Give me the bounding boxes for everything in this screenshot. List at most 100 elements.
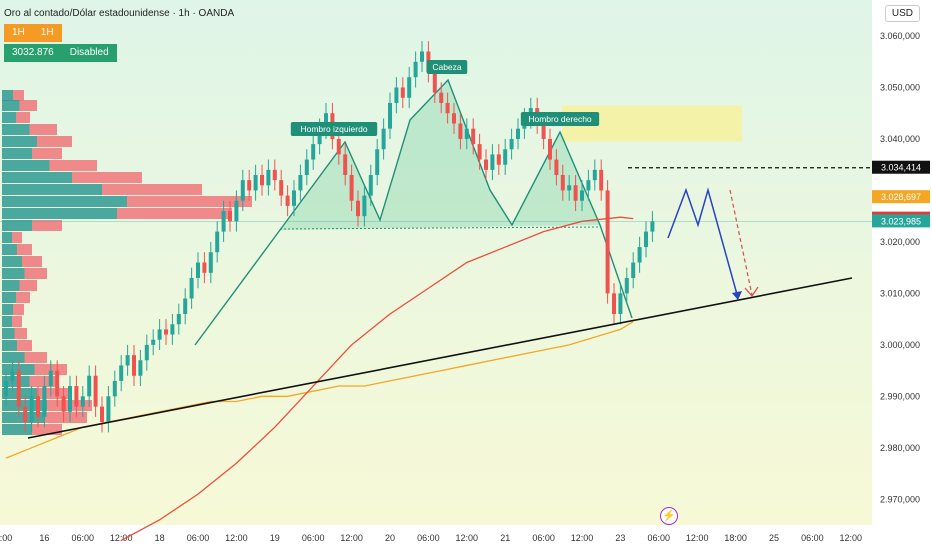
- candle-body: [362, 195, 367, 217]
- price-axis-label: 3.023,985: [881, 216, 921, 226]
- target-dashed-line: [729, 189, 753, 296]
- volume-bar-sell: [24, 352, 47, 363]
- candle-body: [100, 406, 104, 423]
- flash-event-icon[interactable]: ⚡: [660, 507, 678, 525]
- candle-body: [413, 61, 418, 78]
- candle-body: [68, 386, 72, 412]
- volume-bar-sell: [72, 172, 142, 183]
- candle-body: [196, 262, 200, 278]
- candle-body: [215, 231, 220, 253]
- candle-body: [260, 175, 264, 186]
- candle-body: [618, 293, 623, 314]
- candle-body: [573, 185, 578, 201]
- candle-body: [349, 175, 354, 201]
- volume-bar-buy: [2, 148, 32, 159]
- volume-bar-sell: [13, 90, 24, 101]
- y-tick-label: 3.050,000: [880, 83, 920, 93]
- candle-body: [336, 138, 341, 155]
- candle-body: [61, 396, 66, 412]
- pattern-line: [194, 78, 633, 346]
- volume-bar-sell: [17, 244, 32, 255]
- candle-body: [503, 149, 508, 165]
- x-tick-label: 06:00: [532, 533, 555, 543]
- candle-body: [458, 123, 463, 139]
- neckline: [279, 226, 601, 230]
- pattern-label: Cabeza: [432, 62, 462, 72]
- header-chips: 1H 1H 3032.876 Disabled: [4, 24, 117, 64]
- candle-body: [548, 138, 552, 160]
- candle-body: [388, 102, 392, 129]
- candle-body: [420, 51, 424, 62]
- candle-body: [631, 262, 636, 278]
- price-axis-marker: [872, 214, 930, 228]
- candle-body: [16, 370, 21, 407]
- candle-body: [381, 128, 386, 150]
- volume-bar-buy: [2, 268, 25, 279]
- candle-body: [650, 221, 655, 232]
- candle-body: [324, 113, 328, 129]
- currency-button[interactable]: USD: [884, 5, 920, 22]
- candle-body: [471, 128, 476, 145]
- candle-body: [516, 128, 520, 139]
- candle-body: [138, 360, 143, 376]
- pattern-label-bg: [290, 122, 378, 136]
- status-chip[interactable]: Disabled: [61, 44, 117, 62]
- x-tick-label: 12:00: [340, 533, 363, 543]
- volume-bar-sell: [32, 148, 62, 159]
- price-axis-bg: [872, 0, 932, 550]
- time-axis-bg: [0, 525, 872, 550]
- volume-bar-buy: [2, 100, 20, 111]
- x-tick-label: 16: [39, 533, 49, 543]
- candle-body: [202, 262, 207, 273]
- volume-bar-buy: [2, 256, 22, 267]
- x-tick-label: 12:00: [456, 533, 479, 543]
- volume-bar-sell: [14, 328, 27, 339]
- volume-bar-sell: [19, 280, 37, 291]
- y-tick-label: 2.970,000: [880, 494, 920, 504]
- candle-body: [375, 149, 380, 175]
- x-tick-label: 12:00: [686, 533, 709, 543]
- volume-bar-sell: [127, 196, 252, 207]
- candle-body: [279, 180, 284, 196]
- candle-body: [74, 386, 79, 407]
- x-tick-label: 12:00: [571, 533, 594, 543]
- candle-body: [356, 200, 360, 217]
- interval-chip-1[interactable]: 1H: [4, 24, 33, 42]
- candle-body: [452, 113, 456, 124]
- candle-body: [368, 175, 373, 196]
- candle-body: [170, 324, 175, 335]
- volume-bar-buy: [2, 90, 13, 101]
- volume-bar-sell: [22, 256, 42, 267]
- candle-body: [592, 169, 597, 181]
- interval-chip-2[interactable]: 1H: [32, 24, 62, 42]
- candle-body: [87, 375, 92, 397]
- candle-body: [304, 159, 309, 175]
- price-chip: 3032.876: [4, 44, 62, 62]
- candle-body: [496, 154, 501, 165]
- candle-body: [477, 144, 482, 160]
- volume-bar-buy: [2, 280, 20, 291]
- candle-body: [228, 211, 232, 222]
- volume-bar-buy: [2, 376, 30, 387]
- candle-body: [400, 87, 405, 98]
- candle-body: [567, 185, 572, 191]
- candle-body: [580, 190, 584, 201]
- candle-body: [637, 247, 642, 263]
- volume-bar-sell: [117, 208, 232, 219]
- volume-bar-sell: [19, 100, 37, 111]
- candle-body: [432, 72, 437, 93]
- y-tick-label: 3.040,000: [880, 134, 920, 144]
- candle-body: [439, 92, 444, 103]
- candle-body: [29, 396, 34, 423]
- volume-bar-sell: [29, 124, 57, 135]
- volume-bar-sell: [32, 424, 62, 435]
- pattern-label-bg: [426, 60, 468, 74]
- candle-body: [112, 380, 117, 397]
- candle-body: [132, 355, 136, 376]
- candle-body: [490, 154, 495, 170]
- candle-body: [464, 128, 469, 139]
- volume-bar-sell: [49, 160, 97, 171]
- x-tick-label: 06:00: [187, 533, 210, 543]
